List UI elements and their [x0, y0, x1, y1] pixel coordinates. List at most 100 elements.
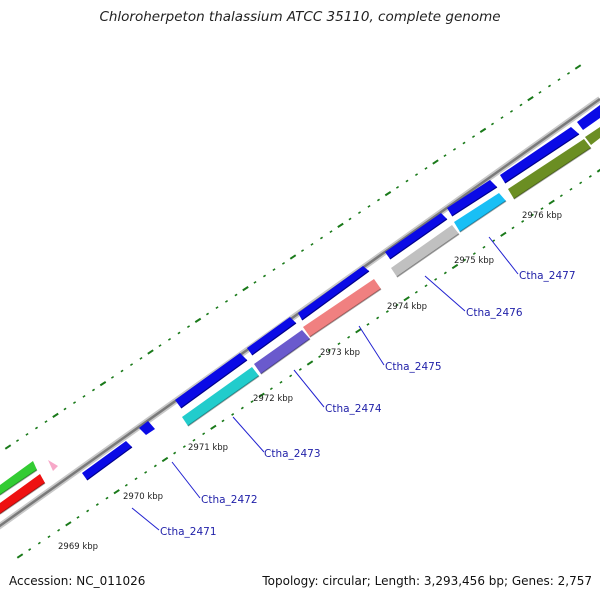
scale-tick [306, 360, 314, 366]
gene-marker[interactable] [48, 460, 58, 471]
scale-tick [76, 516, 80, 519]
gene-arrow[interactable] [298, 266, 369, 320]
scale-tick [221, 419, 225, 423]
scale-tick [110, 375, 115, 379]
scale-tick [547, 84, 552, 88]
gene-label[interactable]: Ctha_2471 [160, 526, 217, 538]
scale-tick [574, 64, 582, 70]
gene-bar[interactable] [454, 193, 506, 232]
gene-bar[interactable] [391, 225, 459, 277]
scale-tick [173, 451, 177, 455]
scale-tick [367, 204, 371, 208]
gene-arrow[interactable] [139, 421, 155, 435]
scale-tick [129, 363, 134, 367]
scale-tick [300, 249, 305, 253]
scale-label: 2975 kbp [454, 256, 494, 266]
scale-tick [134, 477, 138, 481]
scale-label: 2971 kbp [188, 443, 228, 453]
gene-labels: Ctha_2471 Ctha_2472 Ctha_2473 Ctha_2474 … [160, 270, 576, 538]
forward-strand-genes [82, 105, 600, 481]
gene-arrow[interactable] [577, 105, 600, 130]
scale-label: 2972 kbp [253, 394, 293, 404]
gene-arrow[interactable] [175, 353, 247, 408]
scale-tick [47, 535, 51, 539]
scale-tick [72, 401, 77, 405]
scale-tick [479, 127, 487, 133]
scale-label: 2970 kbp [123, 492, 163, 502]
gene-label[interactable]: Ctha_2476 [466, 307, 523, 319]
scale-tick [86, 509, 90, 513]
gene-bar[interactable] [182, 367, 259, 426]
scale-tick [596, 168, 600, 173]
scale-tick [279, 380, 283, 384]
scale-tick [432, 159, 439, 165]
scale-tick [376, 316, 380, 320]
gene-arrow[interactable] [385, 213, 447, 259]
scale-tick [569, 187, 573, 191]
scale-tick [124, 483, 128, 487]
scale-tick [186, 325, 191, 329]
scale-tick [153, 464, 157, 468]
gene-bar[interactable] [303, 279, 381, 337]
gene-label[interactable]: Ctha_2472 [201, 494, 258, 506]
scale-tick [161, 456, 169, 463]
scale-tick [403, 296, 410, 302]
scale-tick [224, 299, 229, 303]
scale-tick [82, 394, 86, 398]
scale-tick [318, 355, 322, 358]
scale-tick [57, 528, 61, 532]
scale-tick [28, 548, 32, 551]
gene-arrow[interactable] [447, 180, 497, 216]
gene-arrow[interactable] [500, 127, 579, 183]
scale-tick [588, 175, 592, 178]
scale-tick [202, 432, 206, 436]
scale-tick [105, 496, 109, 500]
gene-arrow[interactable] [82, 441, 132, 480]
scale-tick [258, 392, 265, 398]
scale-tick [557, 78, 561, 82]
gene-bar[interactable] [0, 461, 37, 495]
scale-tick [250, 400, 254, 403]
scale-tick [52, 412, 59, 418]
gene-label[interactable]: Ctha_2473 [264, 448, 321, 460]
scale-tick [519, 103, 523, 107]
scale-labels: 2969 kbp 2970 kbp 2971 kbp 2972 kbp 2973… [58, 211, 562, 552]
inner-tick-ring [16, 168, 600, 559]
scale-tick [376, 198, 381, 202]
scale-label: 2974 kbp [387, 302, 427, 312]
scale-tick [144, 470, 148, 474]
gene-bar[interactable] [508, 139, 591, 199]
gene-bar[interactable] [0, 474, 45, 514]
scale-tick [566, 71, 571, 75]
gene-bar[interactable] [585, 127, 600, 145]
scale-tick [240, 406, 244, 410]
scale-tick [158, 344, 162, 348]
scale-tick [521, 220, 525, 223]
gene-arrow[interactable] [247, 317, 296, 355]
gene-bar[interactable] [254, 330, 310, 374]
scale-tick [177, 331, 181, 335]
scale-tick [414, 173, 419, 177]
accession-text: Accession: NC_011026 [9, 574, 146, 588]
outer-tick-ring [4, 64, 582, 450]
scale-tick [231, 413, 235, 416]
scale-tick [242, 286, 249, 292]
scale-tick [147, 349, 154, 355]
gene-label[interactable]: Ctha_2475 [385, 361, 442, 373]
gene-label[interactable]: Ctha_2477 [519, 270, 576, 282]
gene-label[interactable]: Ctha_2474 [325, 403, 382, 415]
scale-tick [395, 303, 399, 307]
scale-tick [482, 245, 486, 249]
scale-tick [347, 335, 351, 339]
scale-tick [327, 348, 331, 352]
scale-tick [451, 263, 459, 270]
scale-tick [424, 284, 428, 288]
scale-tick [355, 328, 362, 334]
scale-tick [210, 424, 217, 430]
scale-tick [443, 154, 447, 158]
scale-tick [357, 211, 362, 215]
scale-tick [310, 242, 314, 246]
scale-tick [443, 271, 447, 275]
scale-tick [385, 310, 389, 313]
